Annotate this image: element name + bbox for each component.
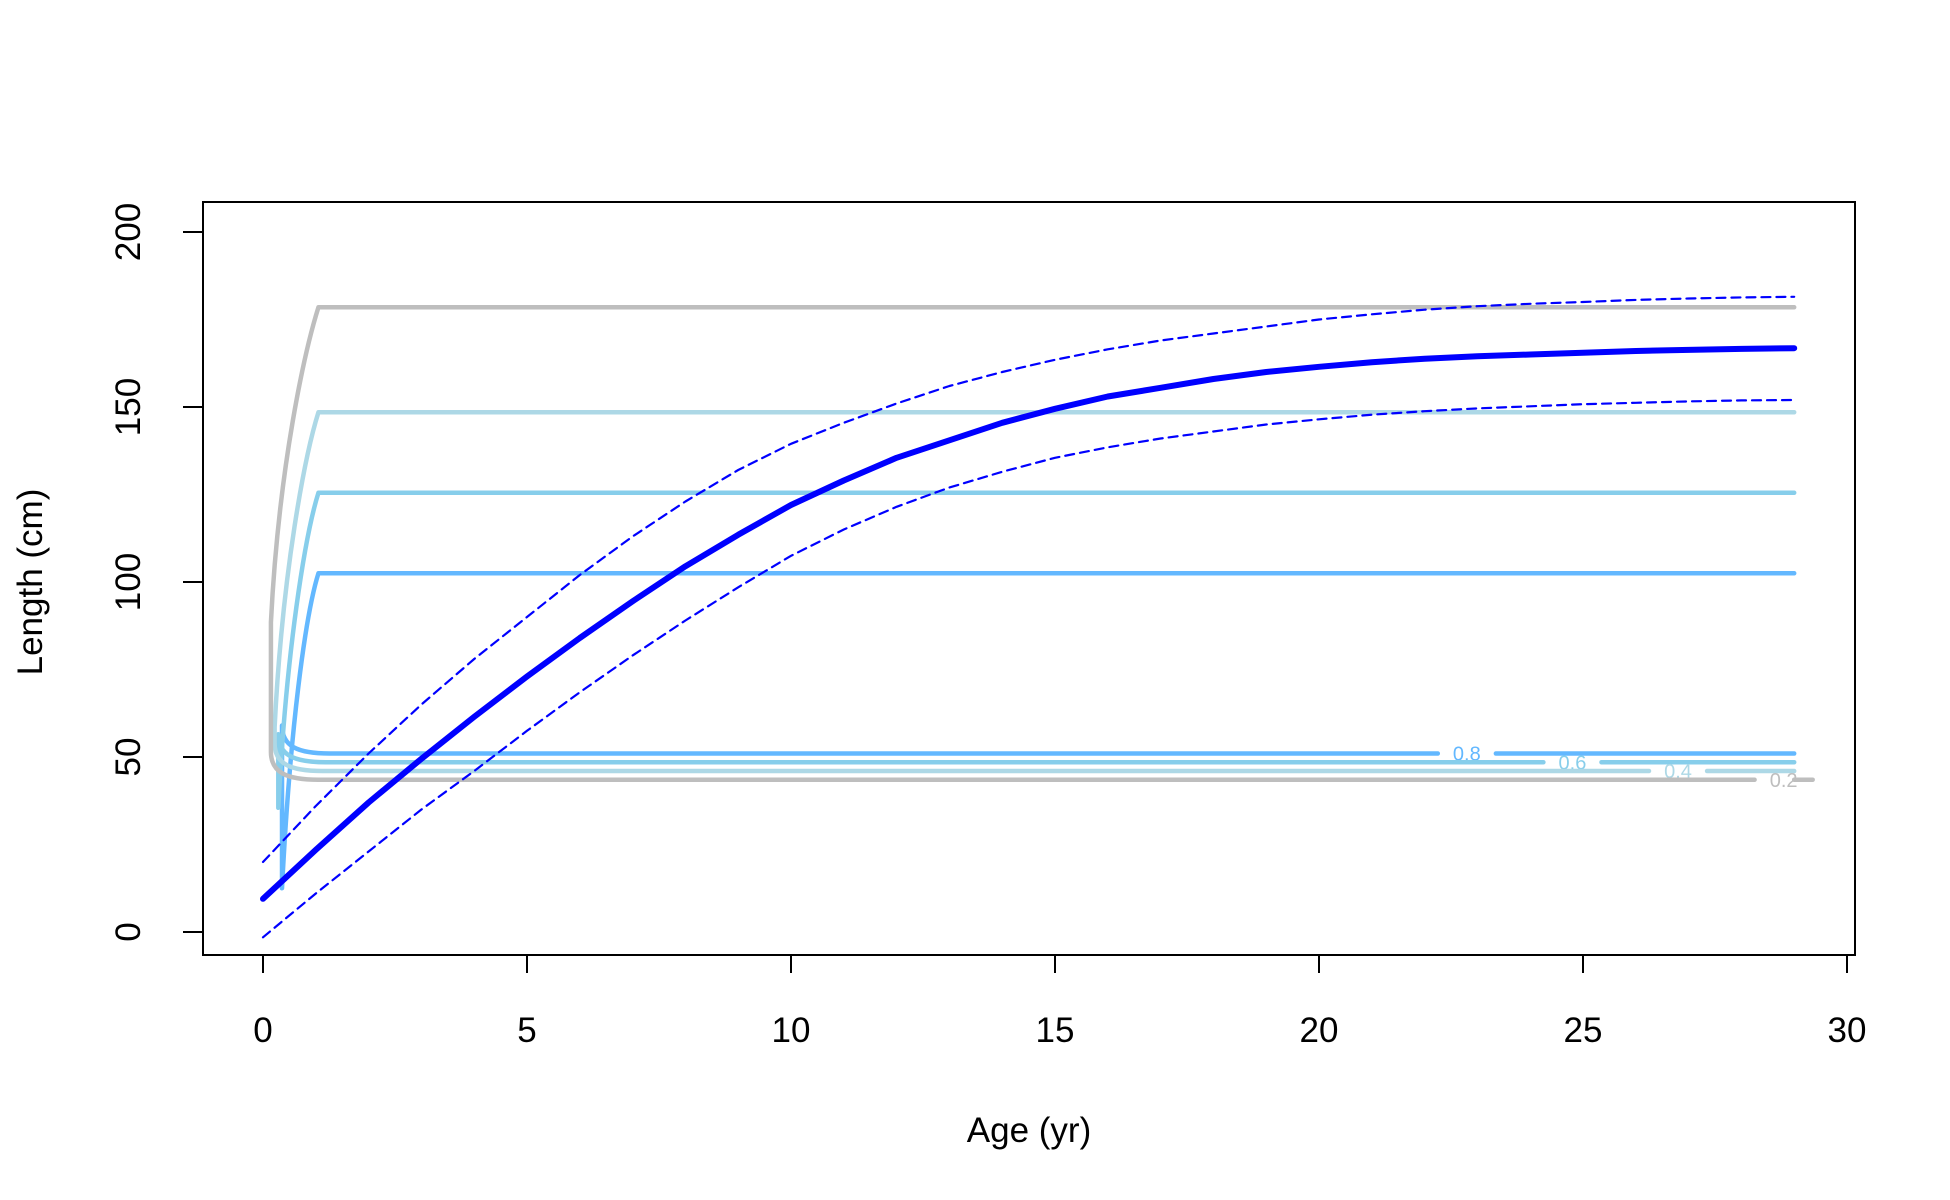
x-tick-label: 20 xyxy=(1300,1011,1339,1050)
x-tick-label: 5 xyxy=(517,1011,536,1050)
y-tick-label: 50 xyxy=(109,738,148,777)
x-axis: 0 5 10 15 20 25 30 xyxy=(253,954,1867,1050)
y-axis: 0 50 100 150 200 xyxy=(109,203,204,942)
contour-0-8 xyxy=(279,571,1797,891)
x-tick-label: 30 xyxy=(1828,1011,1867,1050)
plot-frame xyxy=(202,201,1856,956)
contour-group: 0.8 0.6 0.4 0.2 xyxy=(268,305,1815,891)
contour-0-2 xyxy=(268,305,1797,782)
series-group xyxy=(260,295,1798,939)
y-tick-label: 150 xyxy=(109,378,148,436)
y-tick-label: 0 xyxy=(109,922,148,941)
x-tick-label: 15 xyxy=(1036,1011,1075,1050)
y-tick-label: 100 xyxy=(109,553,148,611)
x-tick-label: 10 xyxy=(772,1011,811,1050)
contour-0-6 xyxy=(276,490,1797,810)
series-line-upper xyxy=(261,295,1796,864)
contour-0-4 xyxy=(272,410,1797,774)
x-tick-label: 0 xyxy=(253,1011,272,1050)
series-line-lower xyxy=(261,398,1796,939)
x-tick-label: 25 xyxy=(1564,1011,1603,1050)
contour-label-0-2: 0.2 xyxy=(1770,770,1798,792)
series-line-mean xyxy=(260,345,1798,902)
y-axis-label: Length (cm) xyxy=(11,489,50,676)
x-axis-label: Age (yr) xyxy=(967,1111,1091,1150)
y-tick-label: 200 xyxy=(109,203,148,261)
